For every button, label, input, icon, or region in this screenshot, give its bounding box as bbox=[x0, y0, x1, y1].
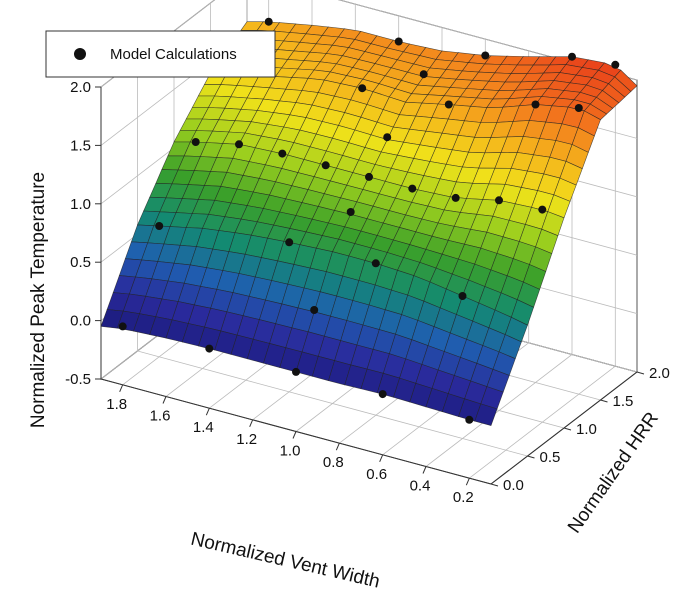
y-tick-label: 0.0 bbox=[503, 477, 524, 494]
y-tick-label: 1.0 bbox=[576, 421, 597, 438]
x-tick-mark bbox=[465, 477, 470, 486]
z-axis-label: Normalized Peak Temperature bbox=[28, 172, 49, 428]
x-tick-mark bbox=[292, 431, 297, 439]
y-tick-mark bbox=[490, 483, 499, 487]
model-calculation-point bbox=[444, 100, 453, 109]
model-calculation-point bbox=[371, 259, 380, 268]
model-calculation-point bbox=[481, 51, 490, 60]
model-calculation-point bbox=[495, 196, 503, 205]
model-calculation-point bbox=[235, 140, 243, 149]
x-tick-mark bbox=[249, 419, 254, 428]
z-tick-label: 0.5 bbox=[70, 254, 91, 271]
model-calculation-point bbox=[285, 238, 294, 247]
x-tick-mark bbox=[422, 466, 427, 474]
model-calculation-point bbox=[278, 149, 287, 158]
y-tick-mark bbox=[636, 371, 645, 375]
y-tick-mark bbox=[563, 427, 572, 431]
model-calculation-point bbox=[383, 133, 392, 142]
x-tick-mark bbox=[335, 442, 340, 451]
model-calculation-point bbox=[191, 138, 200, 146]
x-tick-label: 0.4 bbox=[410, 478, 431, 495]
model-calculation-point bbox=[321, 161, 330, 170]
model-calculation-point bbox=[378, 390, 387, 399]
model-calculation-point bbox=[419, 70, 428, 79]
surface-mesh bbox=[100, 21, 638, 426]
x-tick-mark bbox=[119, 384, 124, 393]
z-tick-label: -0.5 bbox=[65, 371, 91, 388]
legend-marker bbox=[74, 48, 86, 60]
model-calculation-point bbox=[292, 367, 300, 376]
x-tick-mark bbox=[162, 396, 167, 404]
x-tick-mark bbox=[205, 407, 210, 416]
z-tick-label: 2.0 bbox=[70, 79, 91, 96]
surface-cell bbox=[474, 403, 498, 426]
model-calculation-point bbox=[574, 104, 583, 112]
y-gridline bbox=[137, 59, 528, 457]
x-tick-label: 1.2 bbox=[236, 431, 257, 448]
model-calculation-point bbox=[310, 306, 319, 314]
model-calculation-point bbox=[568, 52, 576, 61]
model-calculation-point bbox=[465, 415, 474, 424]
x-tick-label: 1.6 bbox=[150, 408, 171, 425]
model-calculation-point bbox=[531, 100, 540, 109]
model-calculation-point bbox=[365, 172, 373, 181]
y-tick-mark bbox=[527, 455, 535, 459]
model-calculation-point bbox=[155, 222, 164, 230]
legend: Model Calculations bbox=[45, 30, 276, 78]
y-tick-label: 0.5 bbox=[540, 449, 561, 466]
x-tick-label: 1.8 bbox=[106, 396, 127, 413]
tick-labels: -0.5 0.0 0.5 1.0 1.5 2.0 1.8 1.6 1.4 1.2 1.0 0.8 0.6… bbox=[65, 79, 670, 506]
x-tick-mark bbox=[379, 454, 384, 463]
y-tick-label: 2.0 bbox=[649, 365, 670, 382]
z-tick-label: 1.0 bbox=[70, 196, 91, 213]
model-calculation-point bbox=[611, 60, 620, 69]
x-tick-label: 0.6 bbox=[366, 466, 387, 483]
model-calculation-point bbox=[346, 208, 355, 216]
x-tick-label: 0.2 bbox=[453, 489, 474, 506]
model-calculation-point bbox=[394, 37, 403, 46]
z-tick-label: 1.5 bbox=[70, 137, 91, 154]
x-tick-label: 1.0 bbox=[280, 443, 301, 460]
model-calculation-point bbox=[205, 344, 214, 353]
y-tick-mark bbox=[600, 399, 608, 403]
y-tick-label: 1.5 bbox=[613, 393, 634, 410]
x-tick-label: 1.4 bbox=[193, 419, 214, 436]
x-tick-label: 0.8 bbox=[323, 454, 344, 471]
z-tick-label: 0.0 bbox=[70, 313, 91, 330]
model-calculation-point bbox=[408, 184, 417, 193]
model-calculation-points bbox=[118, 17, 620, 424]
x-axis-label: Normalized Vent Width bbox=[189, 529, 382, 593]
model-calculation-point bbox=[451, 193, 460, 202]
model-calculation-point bbox=[538, 205, 547, 214]
model-calculation-point bbox=[118, 322, 127, 331]
model-calculation-point bbox=[264, 17, 273, 26]
model-calculation-point bbox=[358, 84, 367, 93]
model-calculation-point bbox=[458, 292, 467, 300]
legend-label: Model Calculations bbox=[110, 46, 237, 63]
